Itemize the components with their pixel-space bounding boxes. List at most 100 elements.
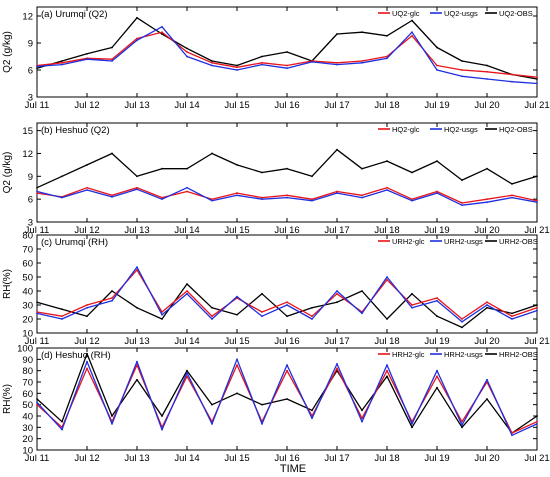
data-point — [311, 199, 313, 202]
data-point — [461, 75, 463, 78]
data-point — [186, 369, 188, 372]
x-tick-label: Jul 16 — [274, 336, 299, 347]
y-tick-label: 90 — [22, 355, 33, 366]
data-point — [311, 198, 313, 201]
data-point — [286, 315, 288, 318]
data-point — [161, 31, 163, 34]
data-point — [261, 311, 263, 313]
legend-label: HQ2-glc — [392, 125, 420, 134]
data-point — [461, 320, 463, 323]
data-point — [461, 420, 463, 423]
data-point — [236, 64, 238, 67]
panel-2: 3 6 9 12 15 Jul 11 Jul 12 Jul 13 Jul 14 Jul 15 Jul… — [2, 122, 550, 236]
data-point — [86, 186, 88, 189]
legend-label: URH2-OBS — [499, 237, 538, 246]
series-line-URH2-glc — [36, 269, 538, 320]
data-point — [411, 171, 413, 174]
data-point — [536, 199, 538, 202]
data-point — [136, 360, 138, 363]
data-point — [311, 409, 313, 412]
y-axis-title: Q2 (g/kg) — [2, 31, 13, 73]
data-point — [486, 398, 488, 400]
data-point — [386, 34, 388, 37]
data-point — [436, 46, 438, 49]
data-point — [261, 423, 263, 425]
data-point — [236, 364, 238, 366]
data-point — [211, 199, 213, 202]
data-point — [136, 188, 138, 191]
data-point — [411, 199, 413, 202]
legend-label: HRH2-OBS — [499, 350, 538, 359]
x-tick-label: Jul 17 — [324, 100, 349, 111]
data-point — [461, 202, 463, 204]
data-point — [111, 195, 113, 198]
data-point — [461, 179, 463, 182]
x-tick-label: Jul 17 — [324, 453, 349, 464]
data-point — [361, 420, 363, 423]
data-point — [236, 313, 238, 316]
y-tick-label: 12 — [22, 149, 33, 160]
data-point — [261, 61, 263, 64]
data-point — [161, 25, 163, 28]
data-point — [536, 78, 538, 80]
data-point — [436, 64, 438, 67]
data-point — [361, 194, 363, 197]
x-tick-label: Jul 19 — [424, 336, 449, 347]
data-point — [236, 392, 238, 395]
data-point — [61, 315, 63, 318]
panel-3: 10 20 30 40 50 60 70 80 Jul 11 Jul 12 Jul 13 Jul 14… — [2, 231, 550, 348]
data-point — [411, 423, 413, 425]
y-tick-label: 60 — [22, 259, 33, 270]
data-point — [136, 16, 138, 19]
x-tick-label: Jul 13 — [124, 336, 149, 347]
data-point — [511, 80, 513, 83]
data-point — [286, 51, 288, 53]
panel-title: (b) Heshuo (Q2) — [41, 125, 110, 136]
data-point — [111, 152, 113, 155]
data-point — [461, 318, 463, 320]
data-point — [361, 196, 363, 199]
data-point — [411, 34, 413, 37]
x-tick-label: Jul 18 — [374, 225, 399, 236]
data-point — [411, 19, 413, 22]
data-point — [386, 186, 388, 189]
x-tick-label: Jul 11 — [25, 453, 50, 464]
data-point — [336, 63, 338, 66]
data-point — [236, 66, 238, 69]
data-point — [436, 386, 438, 389]
data-point — [361, 31, 363, 34]
data-point — [161, 198, 163, 201]
data-point — [461, 69, 463, 71]
data-point — [261, 403, 263, 406]
data-point — [111, 299, 113, 302]
x-tick-label: Jul 20 — [474, 453, 499, 464]
data-point — [511, 196, 513, 199]
x-tick-label: Jul 13 — [124, 100, 149, 111]
x-tick-label: Jul 21 — [524, 100, 549, 111]
data-point — [211, 64, 213, 67]
data-point — [111, 194, 113, 197]
data-point — [61, 196, 63, 199]
data-point — [536, 304, 538, 306]
data-point — [536, 201, 538, 204]
data-point — [61, 61, 63, 64]
x-tick-label: Jul 14 — [174, 100, 199, 111]
data-point — [36, 65, 38, 68]
data-point — [211, 315, 213, 318]
y-tick-label: 10 — [22, 329, 33, 340]
x-tick-label: Jul 14 — [174, 336, 199, 347]
legend-label: UQ2-OBS — [499, 9, 533, 18]
data-point — [461, 204, 463, 207]
panel-title: (c) Urumqi (RH) — [41, 237, 108, 248]
y-tick-label: 6 — [28, 66, 33, 77]
y-tick-label: 60 — [22, 389, 33, 400]
y-tick-label: 3 — [28, 93, 33, 104]
data-point — [486, 378, 488, 381]
x-tick-label: Jul 20 — [474, 100, 499, 111]
panel-title: (a) Urumqi (Q2) — [41, 9, 108, 20]
x-tick-label: Jul 21 — [524, 336, 549, 347]
data-point — [286, 369, 288, 372]
data-point — [136, 266, 138, 269]
data-point — [161, 167, 163, 170]
